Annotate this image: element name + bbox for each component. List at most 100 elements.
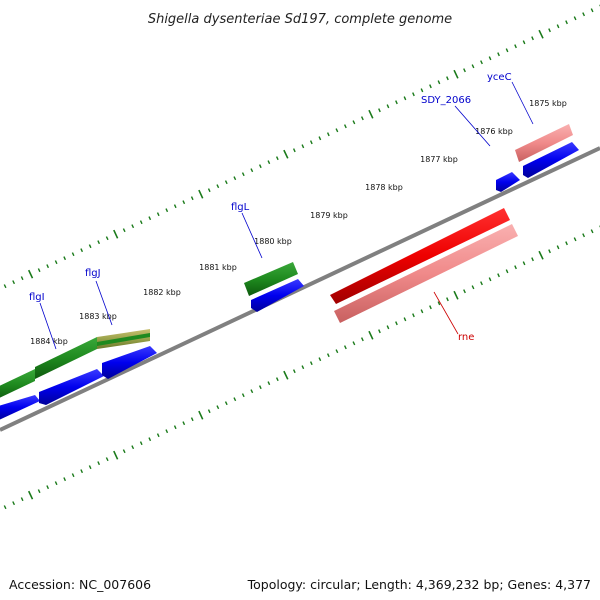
inner-track-minor-tick <box>80 469 84 474</box>
inner-track-minor-tick <box>105 457 109 462</box>
inner-track-minor-tick <box>590 229 594 234</box>
inner-track-minor-tick <box>429 305 432 310</box>
outer-track-minor-tick <box>446 76 449 81</box>
outer-track-major-tick <box>283 149 289 159</box>
outer-track-minor-tick <box>352 120 356 125</box>
outer-track-minor-tick <box>224 180 228 185</box>
map-title: Shigella dysenteriae Sd197, complete gen… <box>148 12 452 27</box>
inner-track-minor-tick <box>275 377 279 382</box>
outer-track-minor-tick <box>3 284 7 289</box>
tick-label: 1883 kbp <box>79 312 117 321</box>
inner-track-minor-tick <box>258 385 262 390</box>
inner-track-minor-tick <box>250 389 254 394</box>
inner-track-minor-tick <box>352 341 356 346</box>
outer-track-minor-tick <box>497 52 500 57</box>
inner-track-minor-tick <box>88 465 92 470</box>
inner-track-minor-tick <box>318 357 322 362</box>
outer-track-minor-tick <box>429 84 432 89</box>
inner-track-minor-tick <box>395 321 398 326</box>
outer-track-minor-tick <box>488 56 492 61</box>
outer-track-minor-tick <box>590 8 594 13</box>
gene-block-flgJ-green[interactable] <box>97 333 150 346</box>
outer-track-minor-tick <box>548 28 551 33</box>
gene-label-SDY_2066[interactable]: SDY_2066 <box>421 95 471 106</box>
cds-block-1[interactable] <box>0 395 40 420</box>
gene-block-flgI[interactable] <box>0 369 35 400</box>
inner-track-major-tick <box>198 410 204 420</box>
tick-label: 1881 kbp <box>199 263 237 272</box>
outer-track-minor-tick <box>267 160 271 165</box>
gene-label-yceC[interactable]: yceC <box>487 72 512 83</box>
gene-block-yceC[interactable] <box>515 124 573 162</box>
outer-track-minor-tick <box>514 44 517 49</box>
inner-track-minor-tick <box>437 301 441 306</box>
inner-track-minor-tick <box>531 257 534 262</box>
tick-labels: 1875 kbp 1876 kbp 1877 kbp 1878 kbp 1879 kbp… <box>30 99 567 346</box>
inner-track-major-tick <box>453 290 459 300</box>
inner-track-major-tick <box>283 370 289 380</box>
cds-block-3[interactable] <box>102 346 157 379</box>
outer-track-minor-tick <box>71 252 75 257</box>
inner-track-minor-tick <box>241 393 245 398</box>
outer-track-minor-tick <box>463 68 466 73</box>
cds-block-2[interactable] <box>39 369 104 405</box>
inner-track-minor-tick <box>71 473 75 478</box>
gene-block-flgH[interactable] <box>35 337 97 379</box>
tick-label: 1875 kbp <box>529 99 567 108</box>
outer-track-minor-tick <box>156 212 160 217</box>
outer-track-minor-tick <box>403 96 407 101</box>
tick-label: 1884 kbp <box>30 337 68 346</box>
outer-track-minor-tick <box>480 60 483 65</box>
gene-label-flgJ[interactable]: flgJ <box>85 268 101 279</box>
gene-label-rne[interactable]: rne <box>458 332 474 343</box>
inner-track-minor-tick <box>165 429 169 434</box>
outer-track-minor-tick <box>292 148 296 153</box>
inner-track-minor-tick <box>514 265 517 270</box>
inner-track-minor-tick <box>182 421 186 426</box>
tick-label: 1877 kbp <box>420 155 458 164</box>
outer-track-minor-tick <box>437 80 441 85</box>
outer-track-minor-tick <box>80 248 84 253</box>
outer-track-minor-tick <box>46 264 50 269</box>
outer-track-minor-tick <box>395 100 398 105</box>
inner-track-minor-tick <box>412 313 415 318</box>
outer-track-minor-tick <box>207 188 211 193</box>
outer-track-major-tick <box>198 189 204 199</box>
gene-label-flgI[interactable]: flgI <box>29 292 45 303</box>
outer-track-minor-tick <box>301 144 305 149</box>
outer-track-minor-tick <box>182 200 186 205</box>
tick-track-inner <box>3 225 600 510</box>
inner-track-minor-tick <box>216 405 220 410</box>
gene-block-rne[interactable] <box>330 208 510 304</box>
inner-track-minor-tick <box>292 369 296 374</box>
inner-track-minor-tick <box>63 477 67 482</box>
gene-block-flgL[interactable] <box>244 262 298 296</box>
inner-track-minor-tick <box>505 269 509 274</box>
tick-label: 1879 kbp <box>310 211 348 220</box>
cds-block-SDY_2066[interactable] <box>496 172 520 192</box>
inner-track-minor-tick <box>565 241 568 246</box>
cds-block-flgL[interactable] <box>251 279 304 312</box>
outer-track-minor-tick <box>148 216 152 221</box>
gene-label-flgL[interactable]: flgL <box>231 202 250 213</box>
outer-track-minor-tick <box>63 256 67 261</box>
tick-label: 1878 kbp <box>365 183 403 192</box>
inner-track-minor-tick <box>301 365 305 370</box>
outer-track-minor-tick <box>20 276 24 281</box>
outer-track-minor-tick <box>250 168 254 173</box>
outer-track-minor-tick <box>420 88 424 93</box>
inner-track-minor-tick <box>207 409 211 414</box>
inner-track-minor-tick <box>97 461 101 466</box>
outer-track-minor-tick <box>531 36 534 41</box>
outer-track-minor-tick <box>131 224 135 229</box>
inner-track-minor-tick <box>46 485 50 490</box>
cds-block-yceC[interactable] <box>523 142 579 178</box>
summary-text: Topology: circular; Length: 4,369,232 bp… <box>247 577 591 592</box>
outer-track-minor-tick <box>386 104 390 109</box>
tick-label: 1876 kbp <box>475 127 513 136</box>
inner-track-minor-tick <box>139 441 143 446</box>
outer-track-minor-tick <box>360 116 364 121</box>
gene-block-rne-pink[interactable] <box>334 224 518 323</box>
outer-track-minor-tick <box>582 12 586 17</box>
